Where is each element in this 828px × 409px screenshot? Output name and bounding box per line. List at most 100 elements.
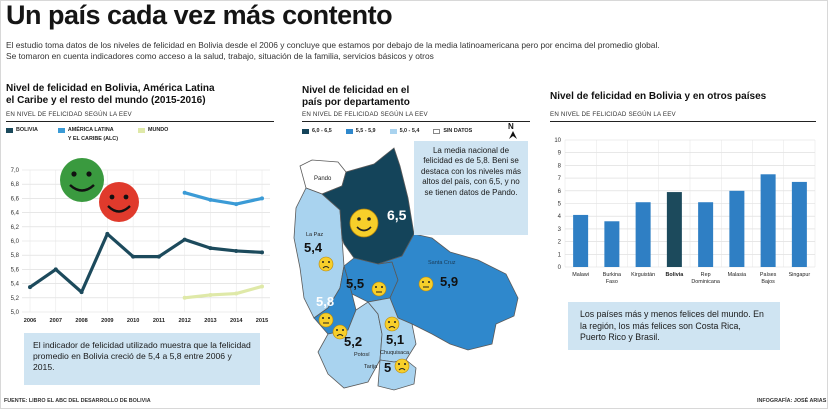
happy-face-icon [60, 158, 104, 202]
svg-text:N: N [508, 122, 514, 131]
y-tick-label: 5 [558, 202, 562, 208]
x-tick-label: Países [760, 272, 777, 278]
legend-swatch [57, 128, 65, 133]
y-tick-label: 1 [558, 252, 562, 258]
panel2-title: Nivel de felicidad en el país por depart… [302, 85, 410, 108]
bar [635, 202, 651, 267]
chuquisaca-sad-face-icon [384, 316, 400, 332]
y-tick-label: 0 [558, 265, 562, 271]
cochabamba-face-icon [371, 281, 387, 297]
legend-swatch [138, 128, 145, 133]
graphic-credit: INFOGRAFÍA: JOSÉ ARIAS [757, 398, 827, 404]
y-tick-label: 5,6 [11, 267, 20, 273]
legend-item-range-high: 6,0 - 6,5 [302, 128, 332, 134]
x-tick-label: 2013 [204, 318, 216, 324]
y-tick-label: 6,4 [11, 211, 20, 217]
map-label-la-paz: La Paz [306, 232, 323, 238]
x-tick-label: 2006 [24, 318, 36, 324]
north-arrow-icon: N [508, 122, 517, 139]
x-tick-label: Malawi [572, 272, 589, 278]
data-point [105, 231, 110, 236]
data-point [28, 285, 32, 290]
data-point [234, 202, 239, 207]
y-tick-label: 9 [558, 151, 562, 157]
map-value-cochabamba: 5,5 [346, 276, 364, 291]
y-tick-label: 6,8 [11, 182, 20, 188]
data-point [53, 267, 58, 272]
bar [791, 181, 807, 267]
x-tick-label: Kirguistán [631, 272, 655, 278]
x-tick-label: 2012 [178, 318, 190, 324]
source-credit: FUENTE: LIBRO EL ABC DEL DESARROLLO DE B… [4, 398, 151, 404]
y-tick-label: 10 [554, 138, 561, 144]
la-paz-sad-face-icon [318, 256, 334, 272]
y-tick-label: 5,2 [11, 296, 20, 302]
data-point [208, 197, 213, 202]
data-point [260, 284, 264, 289]
legend-item-bolivia: BOLIVIA [6, 127, 38, 133]
x-tick-label: 2008 [75, 318, 87, 324]
legend-item-range-low: 5,0 - 5,4 [389, 128, 419, 134]
bar [604, 221, 620, 267]
panel1-legend: BOLIVIA AMÉRICA LATINA Y EL CARIBE (ALC)… [6, 127, 168, 142]
bar [666, 192, 682, 267]
y-tick-label: 6,0 [11, 239, 20, 245]
y-tick-label: 7 [558, 176, 562, 182]
happy-face-red-icon [99, 182, 139, 222]
data-point [234, 248, 239, 253]
y-tick-label: 6,6 [11, 196, 20, 202]
y-tick-label: 5,8 [11, 253, 20, 259]
santa-cruz-face-icon [418, 276, 434, 292]
tarija-sad-face-icon [394, 358, 410, 374]
data-point [208, 292, 213, 297]
map-label-pando: Pando [314, 176, 332, 182]
x-tick-label: Dominicana [691, 279, 719, 285]
data-point [260, 196, 264, 201]
x-tick-label: Malasia [728, 272, 747, 278]
data-point [234, 291, 239, 296]
x-tick-label: 2010 [127, 318, 139, 324]
potosi-sad-face-icon [332, 324, 348, 340]
smiley-faces [60, 158, 139, 222]
y-tick-label: 7,0 [11, 168, 20, 174]
x-tick-label: 2015 [256, 318, 268, 324]
series-line [184, 284, 263, 300]
page-title: Un país cada vez más contento [6, 0, 393, 30]
panel3-rule [550, 121, 816, 122]
y-tick-label: 4 [558, 214, 562, 220]
data-point [208, 246, 213, 251]
panel1-note: El indicador de felicidad utilizado mues… [24, 333, 260, 385]
x-tick-label: Bolivia [666, 272, 685, 278]
data-point [182, 190, 187, 195]
x-tick-label: 2009 [101, 318, 113, 324]
panel1-rule [6, 121, 274, 122]
map-value-chuquisaca: 5,1 [386, 332, 404, 347]
map-value-potosi: 5,2 [344, 334, 362, 349]
y-tick-label: 6,2 [11, 225, 20, 231]
x-tick-label: 2011 [153, 318, 165, 324]
y-tick-label: 2 [558, 240, 562, 246]
data-point [182, 295, 187, 300]
data-point [79, 290, 84, 295]
y-tick-label: 5,0 [11, 310, 20, 316]
oruro-face-icon [318, 312, 334, 328]
x-tick-label: Bajos [761, 279, 775, 285]
map-label-chuquisaca: Chuquisaca [380, 350, 410, 356]
map-value-la-paz: 5,4 [304, 240, 323, 255]
x-tick-label: 2014 [230, 318, 243, 324]
x-tick-label: Rep [701, 272, 711, 278]
intro-line-2: Se tomaron en cuenta indicadores como ac… [6, 51, 434, 61]
map-label-potosi: Potosí [354, 352, 370, 358]
intro-line-1: El estudio toma datos de los niveles de … [6, 40, 660, 50]
beni-happy-face-icon [349, 208, 379, 238]
map-label-tarija: Tarija [364, 364, 378, 370]
bolivia-map: Pando La Paz 5,4 6,5 5,5 Santa Cruz 5,9 … [293, 147, 519, 391]
data-point [182, 237, 187, 242]
panel3-subtitle: EN NIVEL DE FELICIDAD SEGÚN LA EEV [550, 111, 676, 118]
legend-item-no-data: SIN DATOS [433, 128, 472, 134]
map-value-tarija: 5 [384, 360, 391, 375]
bar [698, 202, 714, 267]
series-line [29, 232, 263, 294]
legend-item-range-mid: 5,5 - 5,9 [345, 128, 376, 134]
